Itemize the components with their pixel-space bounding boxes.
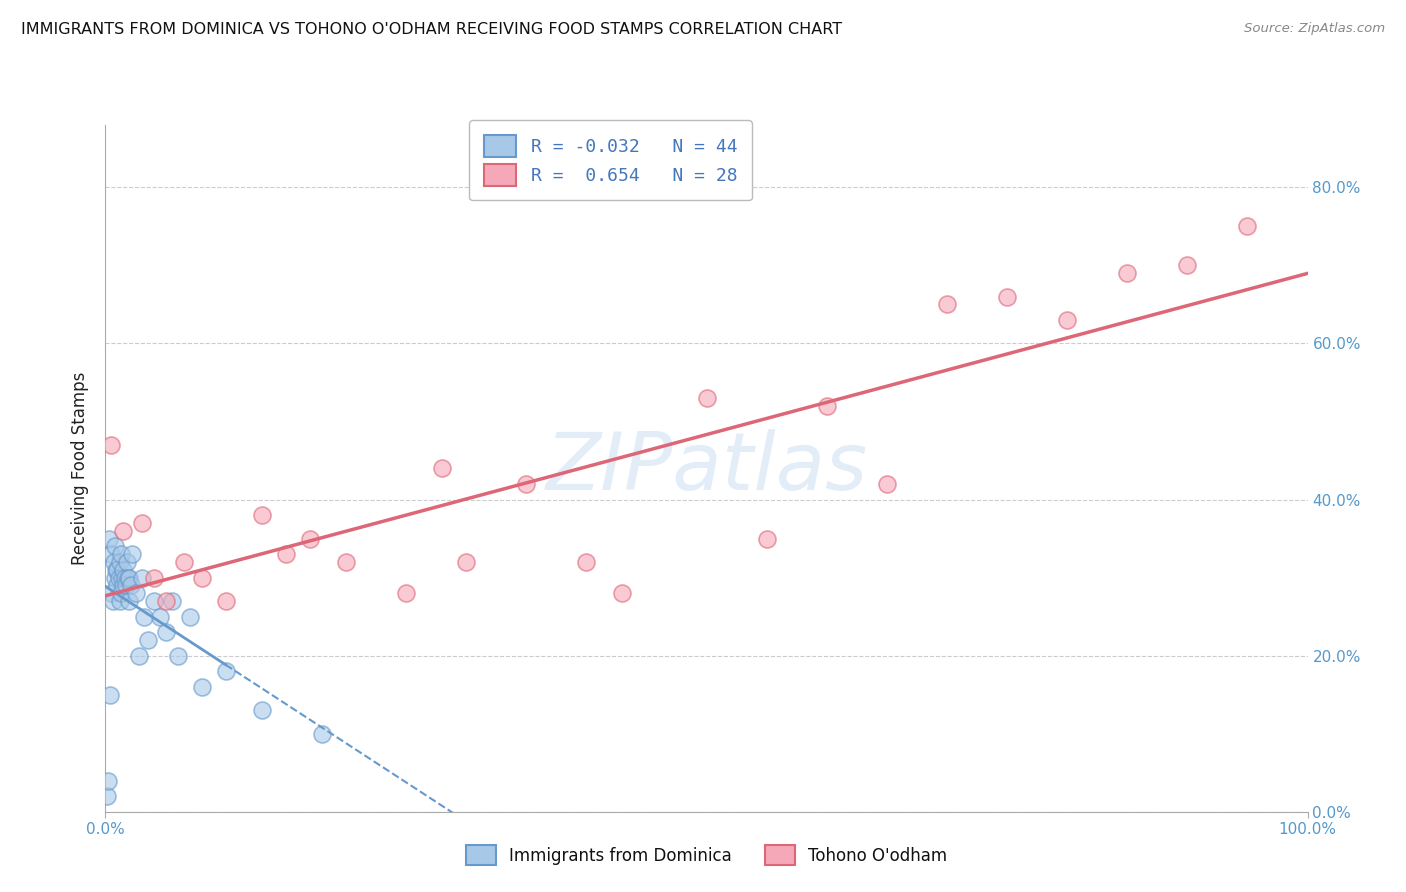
Point — [107, 563, 129, 577]
Point — [132, 609, 155, 624]
Point — [755, 532, 778, 546]
Point — [612, 586, 634, 600]
Point — [108, 555, 131, 569]
Point — [1175, 259, 1198, 273]
Point — [110, 586, 132, 600]
Point — [124, 586, 146, 600]
Point — [335, 555, 357, 569]
Point — [105, 563, 128, 577]
Y-axis label: Receiving Food Stamps: Receiving Food Stamps — [72, 372, 90, 565]
Point — [815, 399, 838, 413]
Point — [115, 555, 138, 569]
Point — [179, 609, 201, 624]
Point — [430, 461, 453, 475]
Point — [166, 648, 188, 663]
Point — [112, 578, 135, 592]
Point — [136, 633, 159, 648]
Point — [155, 594, 177, 608]
Point — [214, 664, 236, 678]
Point — [110, 547, 132, 561]
Point — [1116, 266, 1139, 280]
Point — [936, 297, 959, 311]
Point — [115, 578, 138, 592]
Text: Source: ZipAtlas.com: Source: ZipAtlas.com — [1244, 22, 1385, 36]
Point — [96, 789, 118, 803]
Point — [250, 703, 273, 717]
Point — [118, 571, 141, 585]
Point — [274, 547, 297, 561]
Point — [112, 524, 135, 538]
Text: ZIPatlas: ZIPatlas — [546, 429, 868, 508]
Point — [107, 578, 129, 592]
Point — [298, 532, 321, 546]
Point — [454, 555, 477, 569]
Point — [995, 289, 1018, 303]
Point — [190, 680, 212, 694]
Point — [111, 571, 134, 585]
Point — [250, 508, 273, 523]
Point — [114, 571, 136, 585]
Point — [696, 391, 718, 405]
Legend: Immigrants from Dominica, Tohono O'odham: Immigrants from Dominica, Tohono O'odham — [458, 838, 955, 872]
Point — [876, 476, 898, 491]
Point — [97, 773, 120, 788]
Point — [311, 726, 333, 740]
Point — [98, 688, 121, 702]
Point — [1056, 313, 1078, 327]
Point — [104, 539, 127, 553]
Point — [190, 571, 212, 585]
Point — [120, 578, 142, 592]
Point — [395, 586, 418, 600]
Point — [98, 532, 121, 546]
Point — [155, 625, 177, 640]
Point — [118, 594, 141, 608]
Point — [142, 571, 165, 585]
Point — [107, 571, 129, 585]
Point — [128, 648, 150, 663]
Point — [121, 547, 143, 561]
Point — [515, 476, 537, 491]
Point — [160, 594, 183, 608]
Point — [112, 563, 135, 577]
Point — [131, 571, 153, 585]
Text: IMMIGRANTS FROM DOMINICA VS TOHONO O'ODHAM RECEIVING FOOD STAMPS CORRELATION CHA: IMMIGRANTS FROM DOMINICA VS TOHONO O'ODH… — [21, 22, 842, 37]
Point — [100, 547, 122, 561]
Point — [131, 516, 153, 530]
Point — [142, 594, 165, 608]
Point — [1236, 219, 1258, 234]
Point — [103, 555, 125, 569]
Point — [575, 555, 598, 569]
Point — [100, 586, 122, 600]
Point — [148, 609, 170, 624]
Point — [214, 594, 236, 608]
Point — [101, 594, 124, 608]
Point — [173, 555, 195, 569]
Point — [104, 571, 127, 585]
Point — [117, 571, 139, 585]
Point — [100, 438, 122, 452]
Point — [108, 594, 131, 608]
